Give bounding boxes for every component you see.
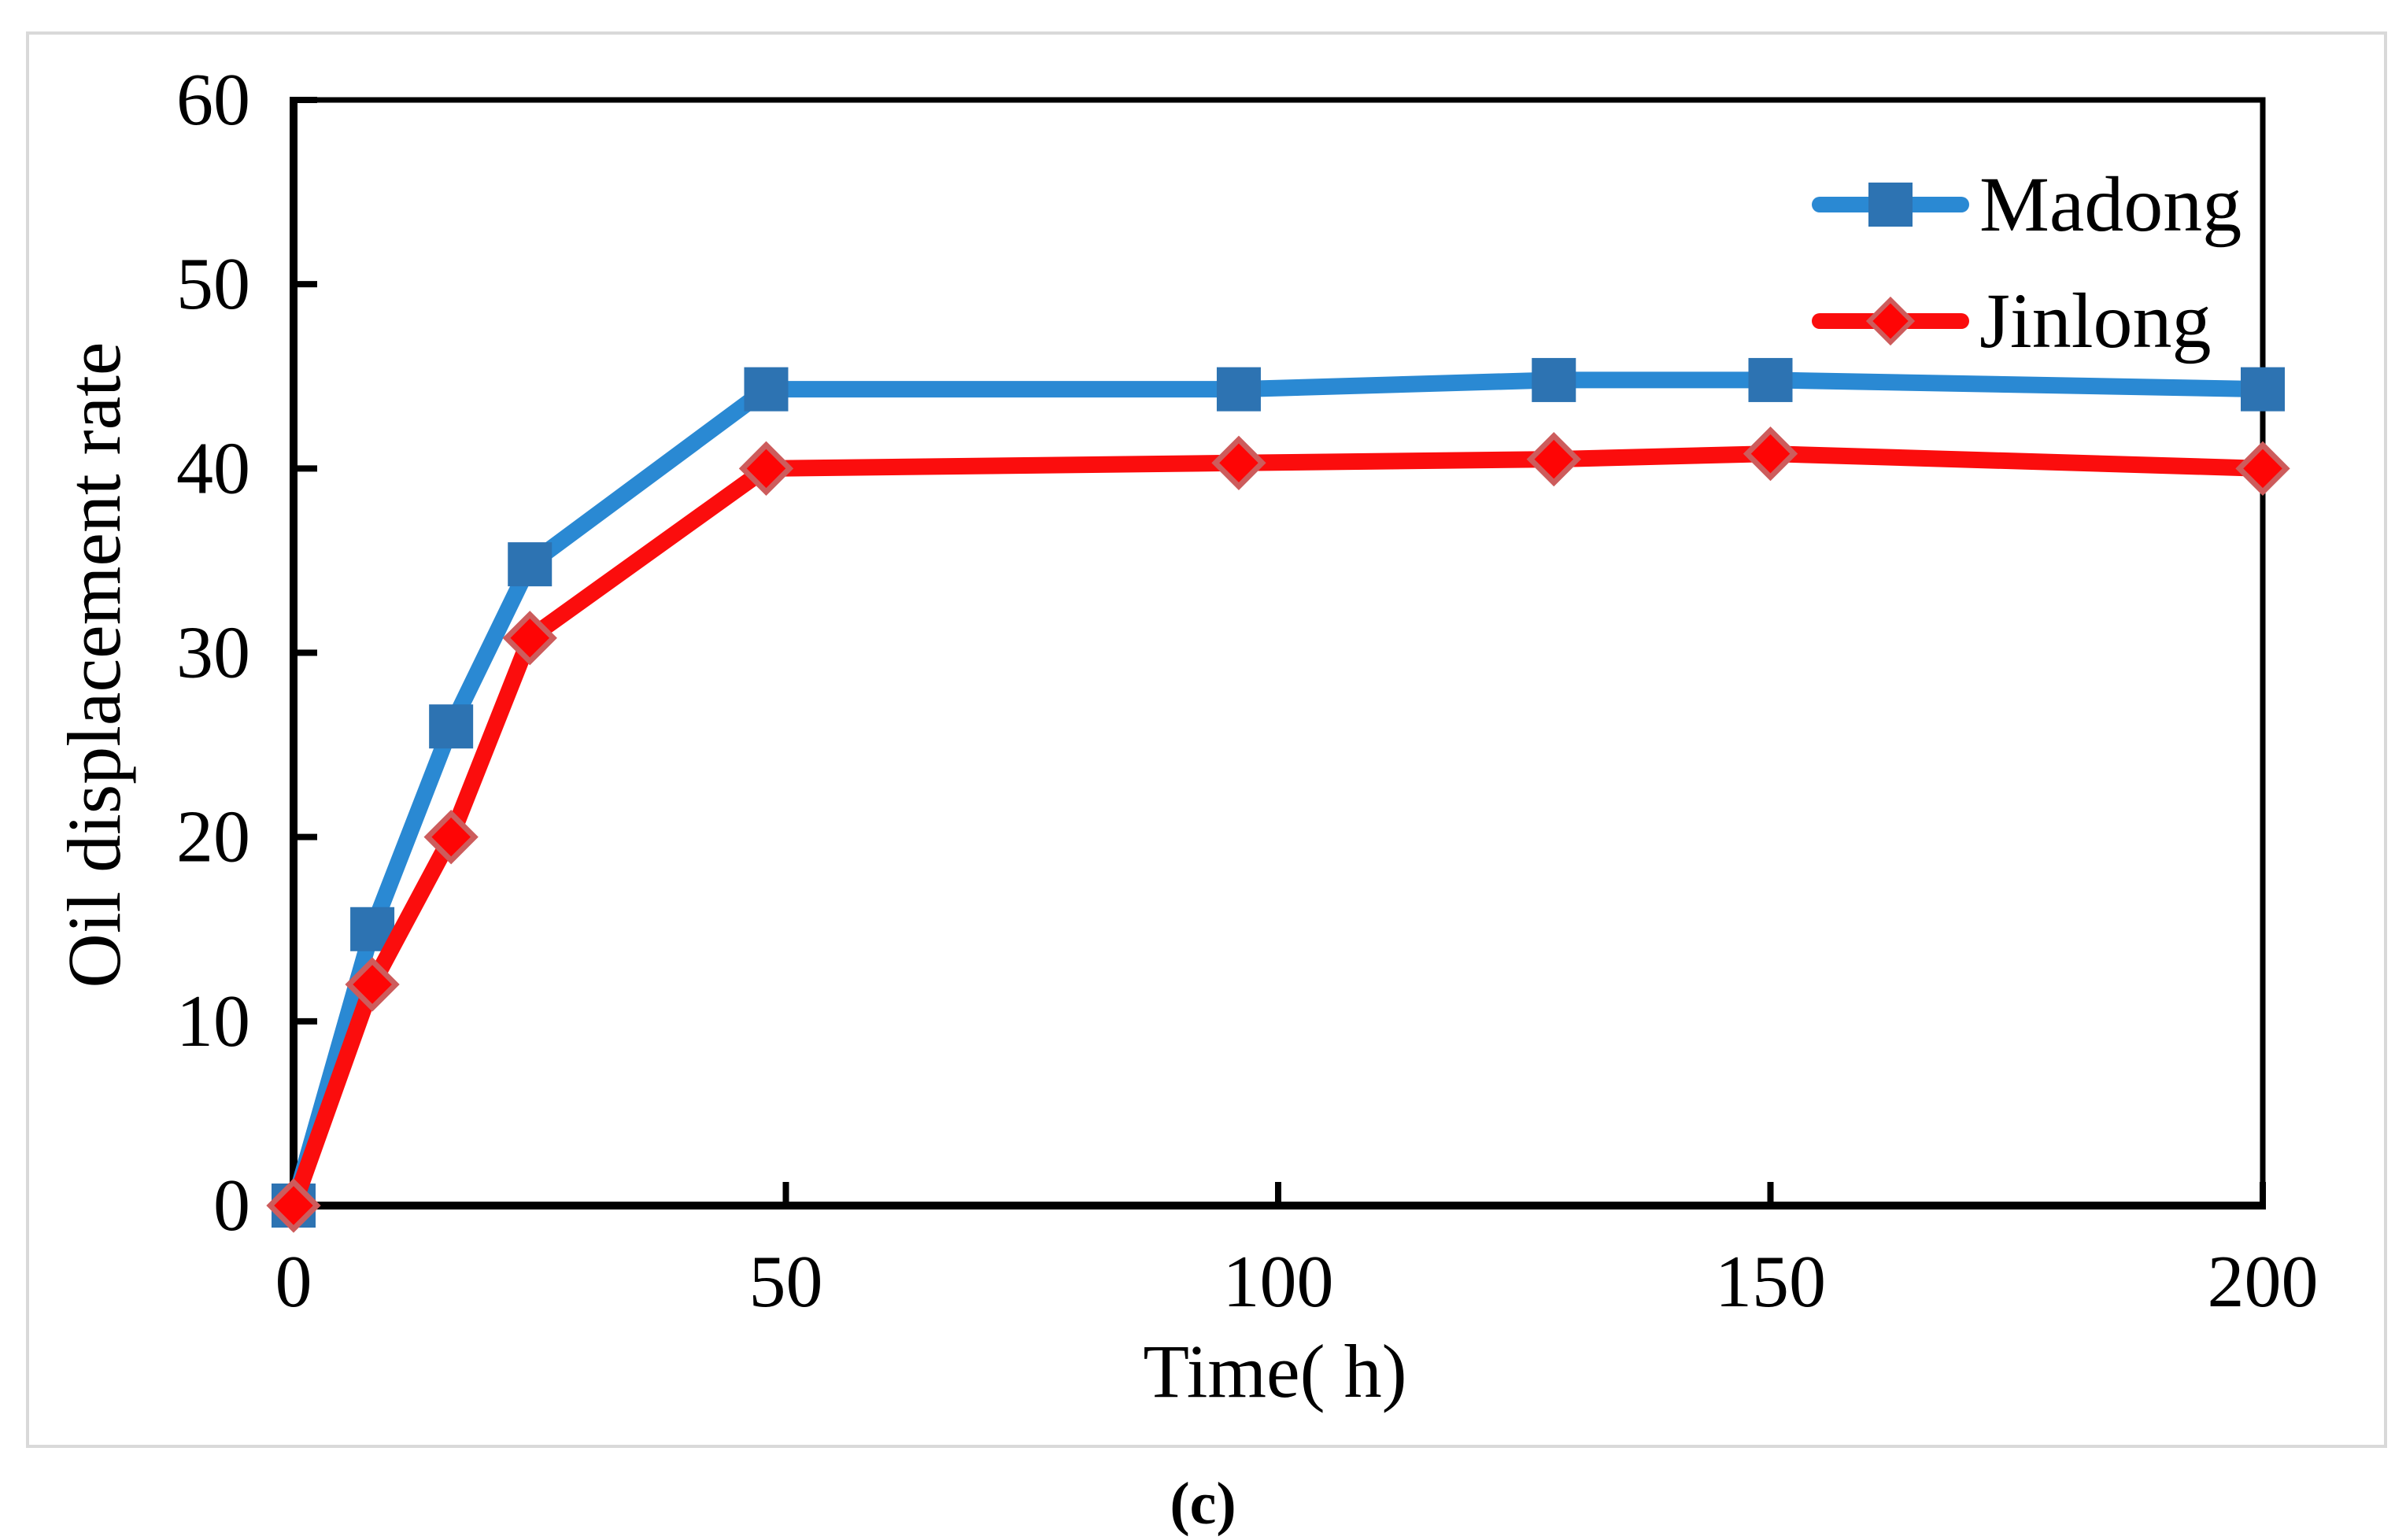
figure-frame xyxy=(26,31,2387,1448)
series-marker-jinlong xyxy=(1743,426,1798,482)
y-tick-label: 50 xyxy=(176,243,250,325)
legend: Madong Jinlong xyxy=(1812,161,2242,364)
series-marker-jinlong xyxy=(1526,431,1581,487)
legend-marker-madong xyxy=(1868,183,1913,227)
plot-layer: 0 50 100 150 200 0 10 20 30 40 50 60 xyxy=(176,59,2319,1323)
y-tick-label: 0 xyxy=(213,1165,250,1246)
series-marker-madong xyxy=(2241,367,2285,412)
series-marker-madong xyxy=(1216,367,1261,412)
series-marker-madong xyxy=(744,367,789,412)
legend-label-jinlong: Jinlong xyxy=(1979,277,2211,364)
x-tick-label: 200 xyxy=(2208,1241,2319,1323)
x-tick-label: 50 xyxy=(749,1241,823,1323)
series-marker-jinlong xyxy=(423,810,479,865)
series-line-madong xyxy=(285,371,2271,1214)
legend-item-madong: Madong xyxy=(1812,161,2242,248)
y-tick-label: 60 xyxy=(176,59,250,141)
series-marker-madong xyxy=(508,542,553,587)
series-marker-madong xyxy=(1532,357,1576,402)
series-marker-madong xyxy=(1748,357,1793,402)
y-tick-label: 30 xyxy=(176,612,250,694)
x-tick-label: 0 xyxy=(275,1241,312,1323)
x-axis-title: Time( h) xyxy=(1143,1329,1406,1413)
legend-label-madong: Madong xyxy=(1979,161,2242,248)
legend-item-jinlong: Jinlong xyxy=(1812,277,2211,364)
x-tick-label: 100 xyxy=(1223,1241,1334,1323)
x-tick-label: 150 xyxy=(1715,1241,1826,1323)
y-axis-title: Oil displacement rate xyxy=(52,342,136,988)
series-marker-jinlong xyxy=(502,611,557,666)
plot-frame xyxy=(290,97,2266,1209)
series-marker-madong xyxy=(429,704,474,749)
legend-marker-jinlong xyxy=(1865,296,1916,346)
series-marker-jinlong xyxy=(266,1178,321,1233)
series-marker-jinlong xyxy=(1211,435,1266,490)
series-marker-jinlong xyxy=(738,441,794,496)
y-tick-label: 10 xyxy=(176,981,250,1062)
figure-caption: (c) xyxy=(1170,1471,1236,1537)
series-line-jinlong xyxy=(285,445,2271,1214)
y-tick-label: 40 xyxy=(176,427,250,509)
y-tick-label: 20 xyxy=(176,796,250,878)
series-marker-jinlong xyxy=(2235,441,2290,496)
series-marker-jinlong xyxy=(345,957,400,1012)
